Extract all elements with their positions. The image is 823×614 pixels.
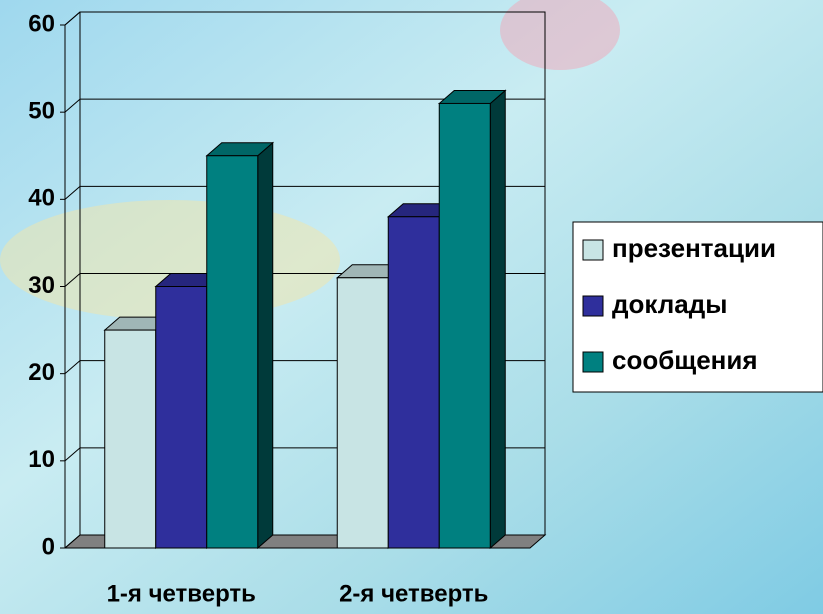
legend-swatch (583, 240, 603, 260)
chart: 0 10 20 30 40 50 60 1-я четверть 2-я четверть пре… (0, 0, 823, 614)
legend-label: доклады (612, 289, 727, 319)
y-tick-label: 40 (28, 185, 55, 212)
y-tick-label: 10 (28, 446, 55, 473)
y-tick-label: 60 (28, 10, 55, 37)
bar (156, 287, 207, 549)
y-tick-label: 30 (28, 272, 55, 299)
bar (337, 278, 388, 548)
legend-swatch (583, 352, 603, 372)
bar (388, 217, 439, 548)
legend-swatch (583, 296, 603, 316)
bar-side (258, 143, 273, 548)
legend-label: сообщения (612, 345, 758, 375)
x-tick-label: 1-я четверть (107, 580, 256, 607)
bar (207, 156, 258, 548)
bar (439, 103, 490, 548)
bar-side (490, 90, 505, 548)
y-tick-label: 0 (42, 533, 55, 560)
y-tick-label: 50 (28, 98, 55, 125)
page: {"chart_data": {"type": "bar3d", "catego… (0, 0, 823, 614)
y-tick-label: 20 (28, 359, 55, 386)
x-tick-label: 2-я четверть (339, 580, 488, 607)
legend-label: презентации (612, 233, 776, 263)
bar (105, 330, 156, 548)
